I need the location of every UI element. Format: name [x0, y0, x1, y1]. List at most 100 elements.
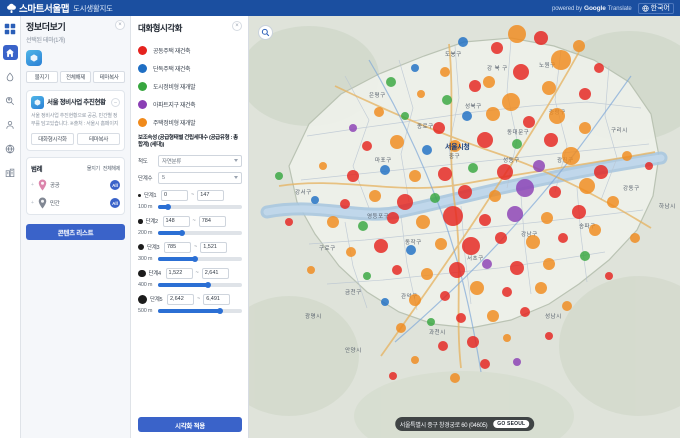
- map-bubble[interactable]: [349, 124, 357, 132]
- fold-button[interactable]: 물지기: [26, 71, 58, 83]
- map-bubble[interactable]: [307, 266, 315, 274]
- map-bubble[interactable]: [449, 262, 465, 278]
- map-bubble[interactable]: [387, 212, 399, 224]
- map-bubble[interactable]: [374, 107, 384, 117]
- home-icon[interactable]: [2, 45, 18, 60]
- map-bubble[interactable]: [482, 259, 492, 269]
- slider-knob[interactable]: [204, 281, 211, 288]
- grid-icon[interactable]: [3, 21, 18, 36]
- map-bubble[interactable]: [534, 31, 548, 45]
- map-bubble[interactable]: [545, 332, 553, 340]
- map-bubble[interactable]: [319, 162, 327, 170]
- map-bubble[interactable]: [327, 216, 339, 228]
- apply-visualization-button[interactable]: 시각화 적용: [138, 417, 242, 432]
- map-bubble[interactable]: [503, 334, 511, 342]
- map-bubble[interactable]: [579, 178, 595, 194]
- map-bubble[interactable]: [433, 122, 445, 134]
- map-bubble[interactable]: [512, 139, 522, 149]
- map-bubble[interactable]: [579, 88, 591, 100]
- map-bubble[interactable]: [381, 298, 389, 306]
- map-bubble[interactable]: [562, 301, 572, 311]
- map-bubble[interactable]: [526, 235, 540, 249]
- map-bubble[interactable]: [450, 373, 460, 383]
- map-bubble[interactable]: [456, 313, 466, 323]
- map-bubble[interactable]: [409, 294, 421, 306]
- map-bubble[interactable]: [533, 160, 545, 172]
- map-bubble[interactable]: [442, 95, 452, 105]
- map-bubble[interactable]: [645, 162, 653, 170]
- globe-icon[interactable]: [3, 141, 18, 156]
- map-bubble[interactable]: [535, 282, 547, 294]
- map-bubble[interactable]: [562, 147, 580, 165]
- stage-min-input[interactable]: 1,522: [165, 267, 193, 279]
- map-bubble[interactable]: [285, 218, 293, 226]
- map-bubble[interactable]: [483, 76, 495, 88]
- map-bubble[interactable]: [516, 179, 534, 197]
- map-bubble[interactable]: [549, 186, 561, 198]
- map-bubble[interactable]: [409, 170, 421, 182]
- map-bubble[interactable]: [462, 111, 472, 121]
- map-search-button[interactable]: [258, 25, 273, 40]
- stage-slider[interactable]: [158, 255, 242, 262]
- stage-slider[interactable]: [158, 307, 242, 314]
- scale-select[interactable]: 자연분류: [158, 154, 242, 167]
- map-bubble[interactable]: [458, 185, 472, 199]
- map-bubble[interactable]: [417, 90, 425, 98]
- map-bubble[interactable]: [594, 63, 604, 73]
- map-bubble[interactable]: [502, 287, 512, 297]
- map-bubble[interactable]: [489, 190, 501, 202]
- legend-badge[interactable]: All: [110, 198, 120, 208]
- map-bubble[interactable]: [380, 165, 390, 175]
- expand-icon[interactable]: +: [31, 182, 34, 188]
- map-bubble[interactable]: [358, 221, 368, 231]
- map-bubble[interactable]: [541, 212, 553, 224]
- search-person-icon[interactable]: [3, 93, 18, 108]
- map-bubble[interactable]: [389, 372, 397, 380]
- map-bubble[interactable]: [572, 205, 586, 219]
- stage-min-input[interactable]: 2,642: [167, 293, 194, 305]
- map-bubble[interactable]: [622, 151, 632, 161]
- stage-max-input[interactable]: 1,521: [200, 241, 228, 253]
- map-bubble[interactable]: [275, 172, 283, 180]
- legend-clear-button[interactable]: 전체해제: [102, 165, 121, 172]
- language-selector[interactable]: 한국어: [637, 2, 674, 14]
- stage-max-input[interactable]: 6,491: [203, 293, 231, 305]
- map-bubble[interactable]: [421, 268, 433, 280]
- map-bubble[interactable]: [520, 307, 530, 317]
- copy-theme-card-button[interactable]: 테마복사: [77, 133, 120, 145]
- map-bubble[interactable]: [386, 77, 396, 87]
- map-bubble[interactable]: [440, 67, 450, 77]
- map-bubble[interactable]: [467, 336, 479, 348]
- stage-min-input[interactable]: 148: [162, 215, 190, 227]
- legend-badge[interactable]: All: [110, 180, 120, 190]
- map-bubble[interactable]: [491, 42, 503, 54]
- map-bubble[interactable]: [486, 107, 500, 121]
- map-bubble[interactable]: [468, 163, 478, 173]
- content-list-button[interactable]: 콘텐츠 리스트: [26, 224, 125, 240]
- slider-knob[interactable]: [217, 307, 224, 314]
- map-bubble[interactable]: [392, 265, 402, 275]
- interactive-visualization-button[interactable]: 대화형시각화: [31, 133, 74, 145]
- person-icon[interactable]: [3, 117, 18, 132]
- map-bubble[interactable]: [422, 145, 432, 155]
- map-bubble[interactable]: [458, 37, 468, 47]
- map-bubble[interactable]: [435, 238, 447, 250]
- map-bubble[interactable]: [630, 233, 640, 243]
- go-seoul-badge[interactable]: GO SEOUL: [493, 420, 530, 428]
- copy-theme-button[interactable]: 테마복사: [93, 71, 126, 83]
- map-bubble[interactable]: [558, 233, 568, 243]
- legend-item-private[interactable]: + 민간 All: [31, 197, 120, 209]
- map-bubble[interactable]: [462, 237, 480, 255]
- map-bubble[interactable]: [470, 281, 484, 295]
- viz-legend-item[interactable]: 주택정비형 재개발: [138, 113, 242, 131]
- map-bubble[interactable]: [549, 108, 565, 124]
- map-bubble[interactable]: [508, 25, 526, 43]
- map-bubble[interactable]: [580, 251, 590, 261]
- close-icon[interactable]: ×: [115, 20, 125, 30]
- map-bubble[interactable]: [479, 214, 491, 226]
- map-bubble[interactable]: [495, 232, 507, 244]
- map-bubble[interactable]: [497, 164, 513, 180]
- map-bubble[interactable]: [416, 215, 430, 229]
- stage-max-input[interactable]: 2,641: [201, 267, 229, 279]
